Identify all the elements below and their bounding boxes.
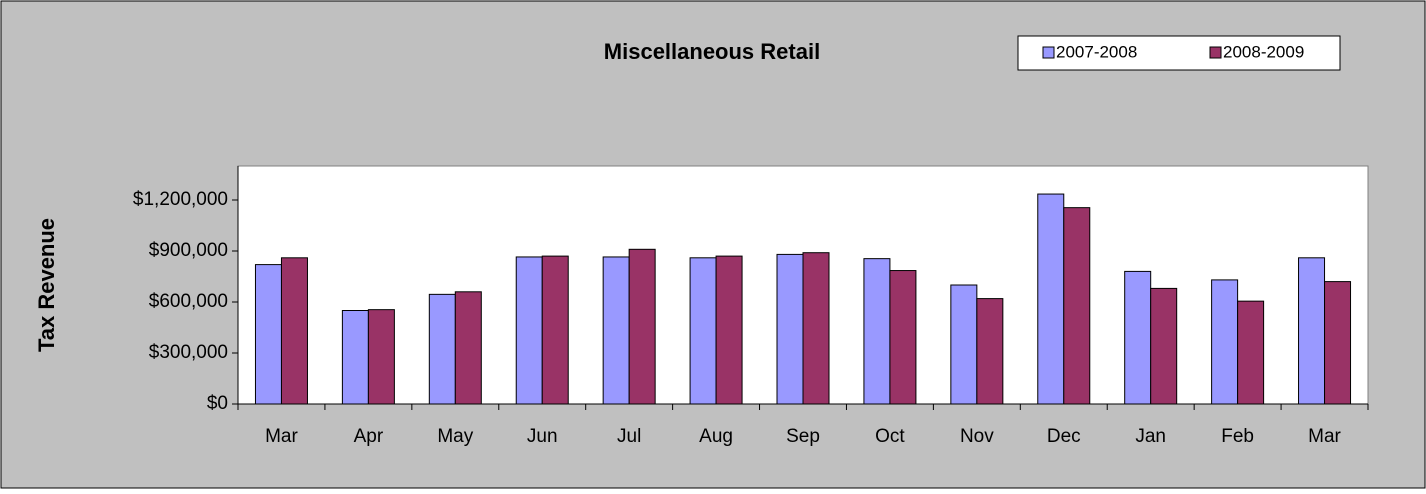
bar (515, 256, 543, 405)
bar (454, 291, 482, 405)
bar (341, 310, 369, 405)
bar (1037, 193, 1065, 405)
y-axis-label: Tax Revenue (34, 218, 59, 352)
x-tick-label: Oct (875, 426, 905, 447)
chart-title: Miscellaneous Retail (604, 39, 820, 64)
x-tick-label: Nov (960, 426, 994, 447)
bar (254, 264, 282, 405)
x-tick-label: Jun (527, 426, 558, 447)
bar (889, 270, 917, 405)
legend-box (1017, 35, 1341, 71)
bar (1237, 300, 1265, 405)
x-tick-label: May (437, 426, 473, 447)
bar (1150, 287, 1178, 405)
y-tick-label: $0 (207, 393, 228, 414)
legend-label: 2008-2009 (1223, 42, 1304, 61)
bar (1124, 270, 1152, 405)
y-tick-label: $900,000 (149, 240, 228, 261)
bar (776, 253, 804, 405)
bar (367, 309, 395, 405)
y-tick-label: $300,000 (149, 342, 228, 363)
bar (628, 248, 656, 405)
x-tick-label: Jan (1135, 426, 1166, 447)
x-tick-label: Jul (617, 426, 641, 447)
x-tick-label: Dec (1047, 426, 1081, 447)
y-tick-label: $600,000 (149, 291, 228, 312)
bar (1298, 257, 1326, 405)
bar (541, 255, 569, 405)
legend-swatch (1042, 46, 1055, 59)
bar (602, 256, 630, 405)
bar (950, 284, 978, 405)
bar (1324, 281, 1352, 405)
x-tick-label: Mar (1308, 426, 1341, 447)
bar (428, 293, 456, 405)
x-tick-label: Mar (265, 426, 298, 447)
bar (280, 257, 308, 405)
x-tick-label: Sep (786, 426, 820, 447)
x-tick-label: Apr (354, 426, 384, 447)
bar (1063, 207, 1091, 405)
legend-swatch (1209, 46, 1222, 59)
bar (689, 257, 717, 405)
bar (715, 255, 743, 405)
x-tick-label: Aug (699, 426, 733, 447)
legend-label: 2007-2008 (1056, 42, 1137, 61)
y-tick-label: $1,200,000 (133, 189, 228, 210)
bar (863, 258, 891, 405)
bar (976, 298, 1004, 405)
bar (1211, 279, 1239, 405)
bar (802, 252, 830, 405)
x-tick-label: Feb (1221, 426, 1254, 447)
